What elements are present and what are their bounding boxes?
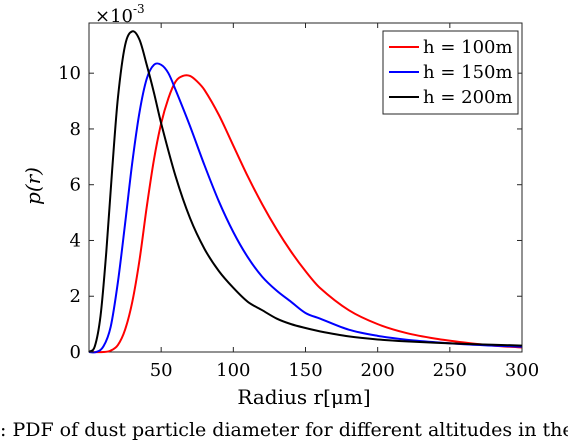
figure-caption: : PDF of dust particle diameter for diff… [0, 419, 568, 441]
x-tick-label: 100 [216, 360, 250, 381]
x-tick-label: 300 [505, 360, 539, 381]
y-tick-label: 8 [70, 119, 81, 140]
y-tick-label: 0 [70, 342, 81, 363]
y-tick-label: 2 [70, 286, 81, 307]
series-line-1 [88, 74, 523, 354]
x-tick-label: 150 [288, 360, 322, 381]
x-tick-label: 50 [150, 360, 173, 381]
legend-entry-3: h = 200m [423, 87, 513, 108]
y-tick-label: 4 [70, 230, 81, 251]
y-axis-label: p(r) [21, 167, 45, 205]
legend: h = 100m h = 150m h = 200m [382, 30, 519, 115]
x-tick-label: 200 [360, 360, 394, 381]
y-tick-label: 6 [70, 175, 81, 196]
y-axis-multiplier-exponent: -3 [133, 2, 145, 16]
legend-entry-1: h = 100m [423, 37, 513, 58]
y-axis-multiplier: ×10-3 [95, 2, 145, 27]
y-tick-label: 10 [58, 63, 81, 84]
legend-entry-2: h = 150m [423, 62, 513, 83]
series-line-2 [88, 62, 523, 354]
y-axis-ticks: 0 2 4 6 8 10 [58, 63, 522, 363]
series-layer [88, 30, 523, 354]
series-line-3 [88, 30, 523, 353]
x-tick-label: 250 [433, 360, 467, 381]
x-axis-ticks: 50 100 150 200 250 300 [150, 23, 539, 381]
x-axis-label: Radius r[μm] [237, 385, 370, 409]
